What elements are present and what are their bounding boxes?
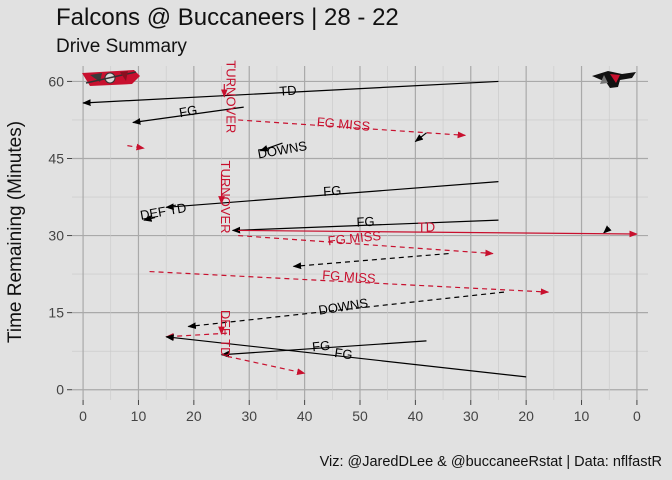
drive-arrow-tb bbox=[238, 234, 494, 257]
x-axis-ticks: 0 10 20 30 40 50 40 30 20 10 0 bbox=[79, 400, 641, 424]
drive-arrow-tb bbox=[238, 229, 638, 238]
y-tick-label: 30 bbox=[48, 228, 64, 244]
x-tick-label: 20 bbox=[518, 408, 534, 424]
y-tick-label: 60 bbox=[48, 73, 64, 89]
drive-arrows bbox=[82, 80, 638, 378]
drive-arrow-atl bbox=[165, 334, 527, 378]
drive-result-label: TURNOVER bbox=[218, 161, 233, 234]
drive-arrow-tb bbox=[226, 355, 306, 375]
drive-arrow-atl bbox=[259, 142, 283, 152]
drive-arrow-atl bbox=[82, 80, 499, 106]
drive-arrow-tb bbox=[165, 332, 228, 340]
y-axis-title: Time Remaining (Minutes) bbox=[5, 121, 26, 343]
buccaneers-logo-icon bbox=[82, 70, 140, 86]
x-tick-label: 40 bbox=[408, 408, 424, 424]
drive-result-label: FG bbox=[356, 214, 375, 230]
chart-caption: Viz: @JaredDLee & @buccaneeRstat | Data:… bbox=[319, 454, 662, 470]
x-tick-label: 50 bbox=[352, 408, 368, 424]
x-tick-label: 10 bbox=[131, 408, 147, 424]
x-tick-label: 30 bbox=[463, 408, 479, 424]
chart-subtitle: Drive Summary bbox=[56, 36, 187, 57]
drive-arrow-atl bbox=[132, 106, 244, 125]
drive-arrow-atl bbox=[603, 225, 612, 234]
drive-arrow-atl bbox=[143, 215, 156, 222]
y-tick-label: 0 bbox=[56, 382, 64, 398]
x-tick-label: 0 bbox=[633, 408, 641, 424]
drive-result-label: FG MISS bbox=[322, 267, 377, 286]
chart-title: Falcons @ Buccaneers | 28 - 22 bbox=[56, 4, 399, 31]
drive-result-label: FG bbox=[334, 345, 354, 362]
drive-arrow-atl bbox=[292, 252, 449, 270]
drive-result-label: DEF TD bbox=[139, 200, 188, 223]
y-tick-label: 45 bbox=[48, 150, 64, 166]
drive-arrow-tb bbox=[127, 143, 145, 151]
drive-result-label: TD bbox=[279, 83, 297, 99]
x-tick-label: 10 bbox=[574, 408, 590, 424]
drive-result-label: FG MISS bbox=[327, 228, 382, 249]
drive-result-label: DEF TD bbox=[218, 310, 233, 357]
drive-arrow-atl bbox=[220, 340, 427, 358]
drive-result-label: TD bbox=[418, 219, 435, 234]
drive-result-label: FG MISS bbox=[316, 114, 371, 134]
y-axis-ticks: 0 15 30 45 60 bbox=[48, 73, 72, 398]
drive-result-label: FG bbox=[323, 183, 342, 199]
drive-result-label: FG bbox=[178, 102, 198, 120]
drive-arrow-atl bbox=[231, 219, 499, 234]
x-tick-label: 40 bbox=[297, 408, 313, 424]
drive-result-label: DOWNS bbox=[317, 295, 369, 318]
drive-result-label: TURNOVER bbox=[223, 60, 238, 133]
x-tick-label: 0 bbox=[79, 408, 87, 424]
x-tick-label: 30 bbox=[241, 408, 257, 424]
drive-arrow-tb bbox=[238, 119, 467, 139]
x-tick-label: 20 bbox=[186, 408, 202, 424]
drive-arrow-tb bbox=[149, 270, 550, 296]
y-tick-label: 15 bbox=[48, 305, 64, 321]
falcons-logo-icon bbox=[592, 71, 636, 88]
drive-arrow-atl bbox=[414, 132, 427, 143]
drive-result-label: FG bbox=[311, 338, 331, 355]
grid-lines bbox=[72, 66, 648, 400]
drive-arrow-atl bbox=[187, 291, 505, 330]
